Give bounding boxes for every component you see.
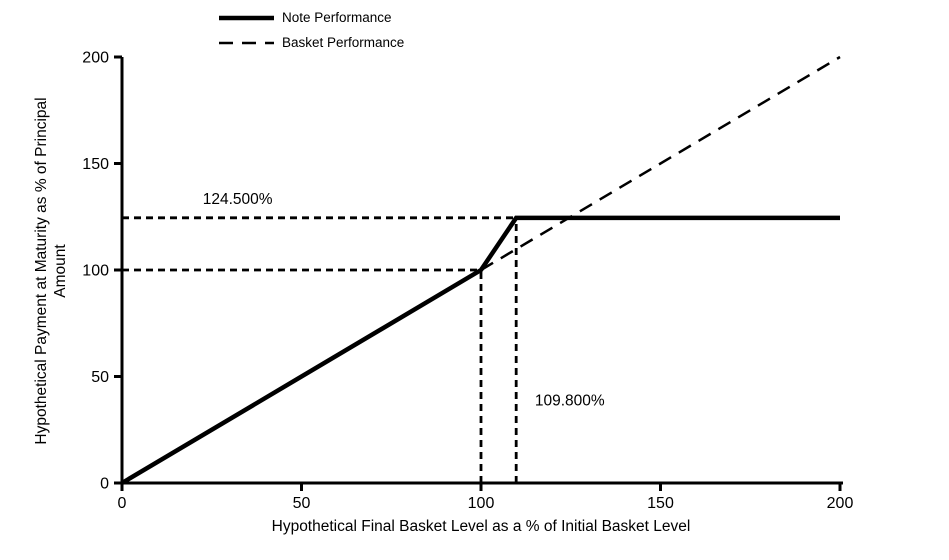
reference-dashed-lines [122, 216, 518, 483]
legend-label-basket-performance: Basket Performance [282, 35, 405, 50]
legend-label-note-performance: Note Performance [282, 10, 392, 25]
x-tick-label: 0 [118, 495, 127, 512]
basket-performance-line-swatch [219, 41, 274, 44]
annotations: 124.500% 109.800% [203, 191, 605, 409]
x-tick-label: 50 [293, 495, 311, 512]
x-tick-label: 200 [827, 495, 854, 512]
axis-tick-labels: 0 50 100 150 200 0 50 100 150 200 [82, 50, 853, 513]
series-line-note-performance [120, 215, 840, 485]
x-tick-label: 100 [468, 495, 495, 512]
series-line-basket-performance [480, 55, 841, 272]
y-axis-title-line1: Hypothetical Payment at Maturity as % of… [33, 97, 50, 444]
y-axis-title: Hypothetical Payment at Maturity as % of… [33, 97, 69, 444]
x-axis-title: Hypothetical Final Basket Level as a % o… [272, 518, 691, 535]
data-series-lines [120, 55, 841, 485]
annotation-124.500%: 124.500% [203, 191, 273, 208]
y-tick-label: 200 [82, 50, 109, 67]
y-tick-label: 0 [100, 476, 109, 493]
y-tick-label: 150 [82, 156, 109, 173]
y-axis-title-line2: Amount [52, 244, 69, 298]
legend-item-note-performance: Note Performance [218, 8, 404, 27]
y-tick-label: 50 [91, 369, 109, 386]
legend-item-basket-performance: Basket Performance [218, 33, 404, 52]
x-tick-label: 150 [647, 495, 674, 512]
y-tick-label: 100 [82, 263, 109, 280]
note-performance-line-swatch [219, 15, 274, 20]
annotation-109.800%: 109.800% [535, 392, 605, 409]
legend: Note Performance Basket Performance [218, 8, 404, 52]
axes [114, 55, 843, 491]
